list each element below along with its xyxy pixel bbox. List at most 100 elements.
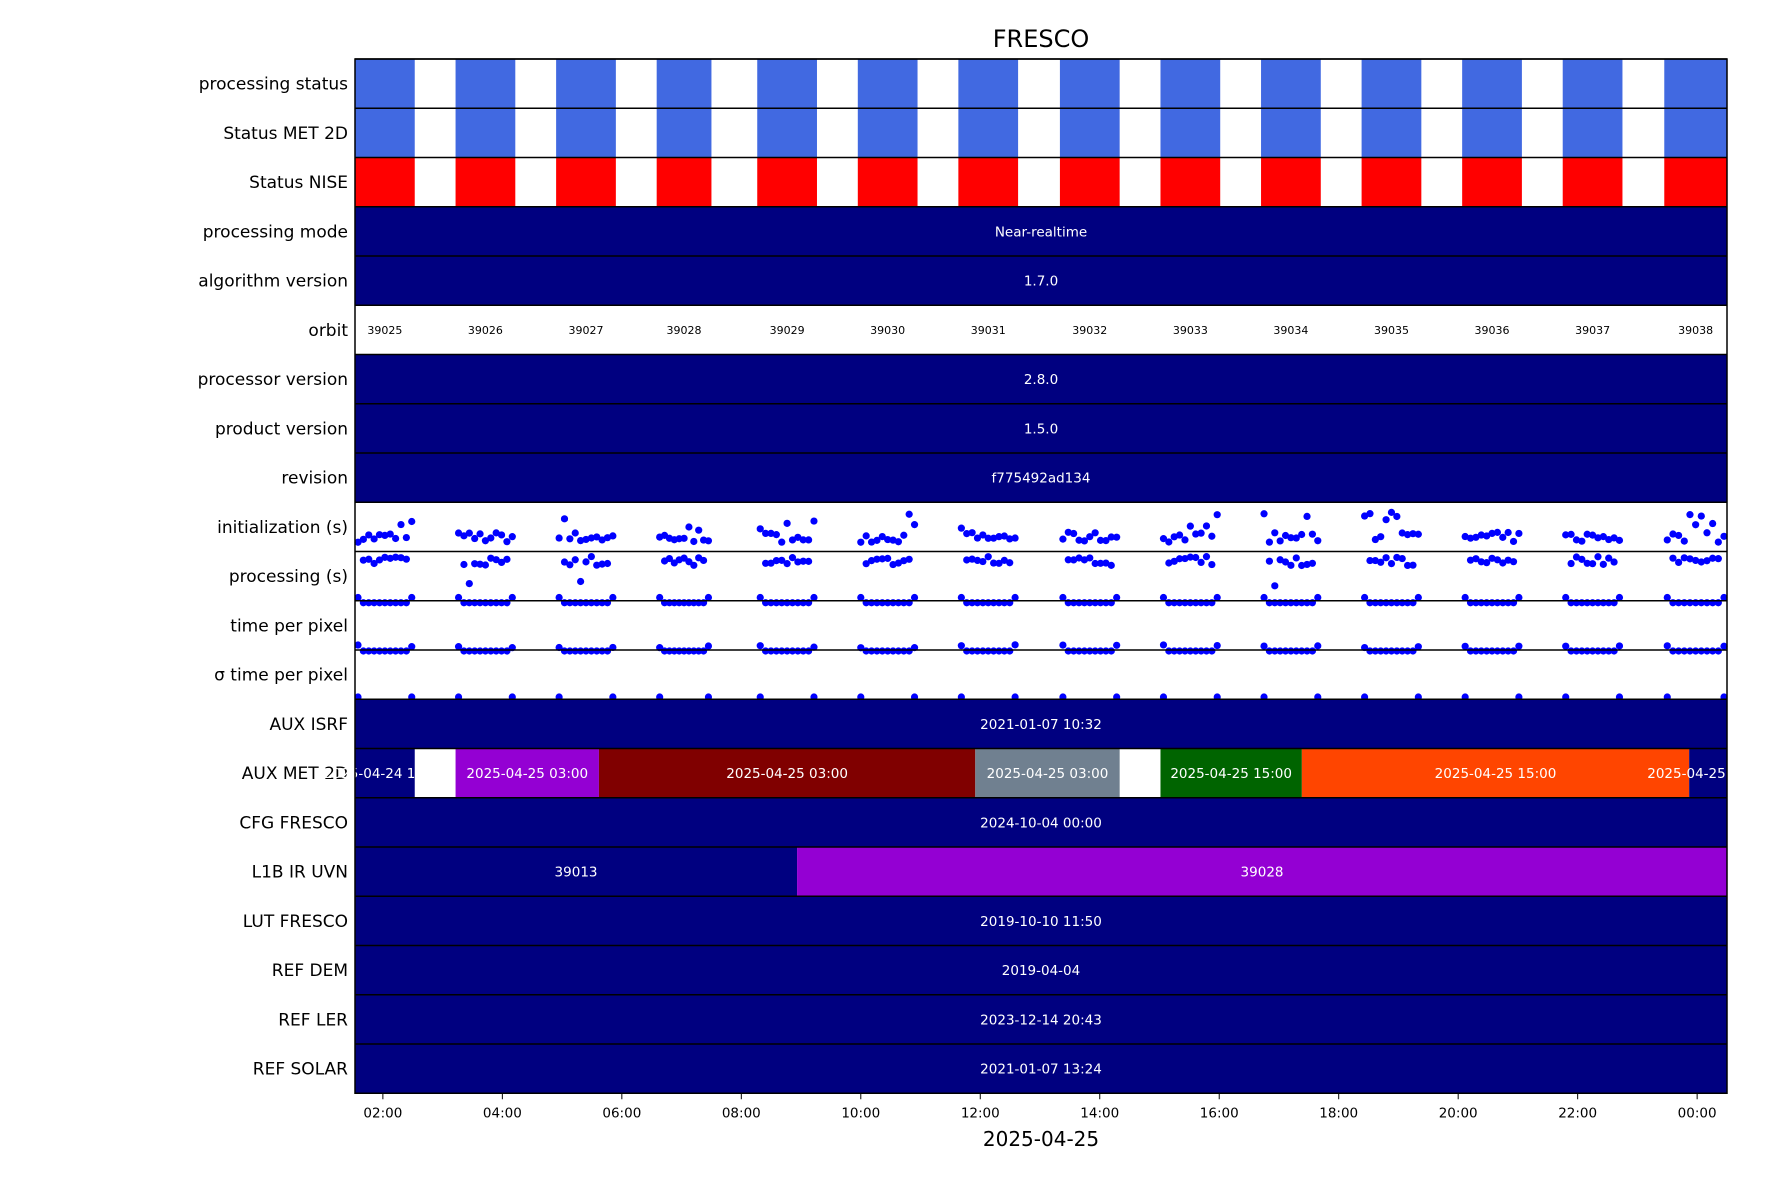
status-block: [1059, 59, 1120, 109]
scatter-point: [810, 643, 818, 651]
scatter-point: [1000, 647, 1008, 655]
scatter-point: [1493, 647, 1502, 655]
scatter-point: [762, 529, 770, 538]
scatter-point: [497, 647, 506, 655]
scatter-point: [381, 553, 389, 561]
scatter-point: [1213, 593, 1221, 602]
bar-segment: [355, 206, 1727, 256]
orbit-label: 39037: [1575, 324, 1610, 337]
scatter-point: [603, 647, 612, 655]
scatter-point: [508, 533, 516, 541]
status-block: [857, 108, 918, 158]
scatter-point: [788, 554, 797, 562]
scatter-point: [894, 538, 903, 546]
bar-segment: [355, 453, 1727, 503]
scatter-point: [979, 557, 987, 566]
scatter-point: [1181, 647, 1189, 655]
row-label: AUX ISRF: [269, 715, 348, 735]
scatter-point: [1499, 533, 1507, 541]
status-block: [556, 59, 616, 109]
bar-segment: [1160, 748, 1302, 798]
scatter-point: [1599, 647, 1607, 655]
bar-label: 2019-04-04: [1002, 963, 1080, 979]
scatter-point: [1086, 533, 1094, 541]
scatter-point: [1102, 559, 1110, 567]
scatter-point: [873, 647, 881, 655]
scatter-point: [1011, 641, 1019, 649]
scatter-point: [704, 537, 713, 545]
scatter-point: [1403, 531, 1412, 539]
scatter-point: [1080, 537, 1089, 545]
scatter-point: [762, 559, 770, 567]
scatter-point: [454, 643, 463, 651]
scatter-point: [1588, 560, 1597, 568]
bar-segment: [355, 945, 1727, 995]
scatter-point: [454, 593, 463, 602]
scatter-point: [900, 647, 908, 655]
scatter-point: [577, 577, 585, 586]
status-block: [355, 157, 415, 207]
scatter-point: [1159, 593, 1168, 602]
x-tick-label: 12:00: [961, 1105, 1000, 1121]
orbit-label: 39029: [770, 324, 805, 337]
scatter-point: [1714, 647, 1722, 655]
bar-label: 2025-04-24 15:00: [324, 766, 446, 782]
row-processing-mode: processing mode Near-realtime: [203, 206, 1727, 256]
scatter-point: [503, 647, 511, 655]
scatter-point: [1572, 553, 1581, 561]
scatter-point: [386, 530, 394, 538]
scatter-point: [408, 643, 416, 651]
scatter-point: [481, 537, 490, 545]
scatter-point: [1102, 647, 1110, 655]
row-label: Status NISE: [249, 173, 348, 193]
status-block: [455, 108, 516, 158]
scatter-point: [487, 647, 495, 655]
scatter-point: [1314, 642, 1322, 650]
scatter-point: [1472, 533, 1480, 541]
x-tick-label: 06:00: [602, 1105, 641, 1121]
orbit-label: 39035: [1374, 324, 1409, 337]
scatter-point: [471, 647, 479, 655]
scatter-point: [1113, 593, 1121, 602]
scatter-point: [1567, 559, 1575, 568]
row-algorithm-version: algorithm version 1.7.0: [198, 255, 1727, 306]
scatter-point: [1260, 642, 1268, 650]
row-label: σ time per pixel: [214, 666, 348, 686]
bar-segment: [355, 354, 1727, 404]
scatter-point: [1578, 555, 1586, 563]
orbit-label: 39025: [367, 324, 402, 337]
scatter-point: [1610, 534, 1618, 542]
scatter-point: [460, 532, 468, 540]
scatter-point: [900, 531, 908, 539]
bar-label: 39013: [555, 865, 598, 881]
scatter-point: [1382, 516, 1390, 524]
scatter-point: [1186, 553, 1194, 561]
scatter-point: [1292, 534, 1300, 542]
scatter-point: [1720, 642, 1728, 650]
scatter-point: [1075, 536, 1083, 544]
scatter-point: [1377, 558, 1385, 566]
scatter-point: [1113, 641, 1121, 649]
scatter-point: [593, 647, 601, 655]
scatter-point: [1583, 530, 1591, 538]
scatter-point: [957, 593, 965, 602]
scatter-point: [397, 520, 405, 529]
row-label: time per pixel: [230, 616, 348, 636]
scatter-point: [1175, 531, 1184, 539]
scatter-point: [1669, 530, 1677, 538]
scatter-point: [1075, 647, 1083, 655]
scatter-point: [1192, 530, 1200, 538]
status-block: [857, 157, 918, 207]
orbit-label: 39032: [1072, 324, 1107, 337]
row-label: processing (s): [229, 567, 348, 587]
bar-segment: [1301, 748, 1690, 798]
scatter-point: [1281, 558, 1290, 566]
scatter-point: [1197, 647, 1205, 655]
bar-label: 2021-01-07 13:24: [980, 1062, 1102, 1078]
scatter-point: [598, 647, 606, 655]
scatter-point: [560, 647, 569, 655]
bar-label: 2024-10-04 00:00: [980, 815, 1102, 831]
scatter-point: [566, 561, 574, 569]
scatter-point: [690, 561, 698, 569]
status-block: [958, 157, 1019, 207]
